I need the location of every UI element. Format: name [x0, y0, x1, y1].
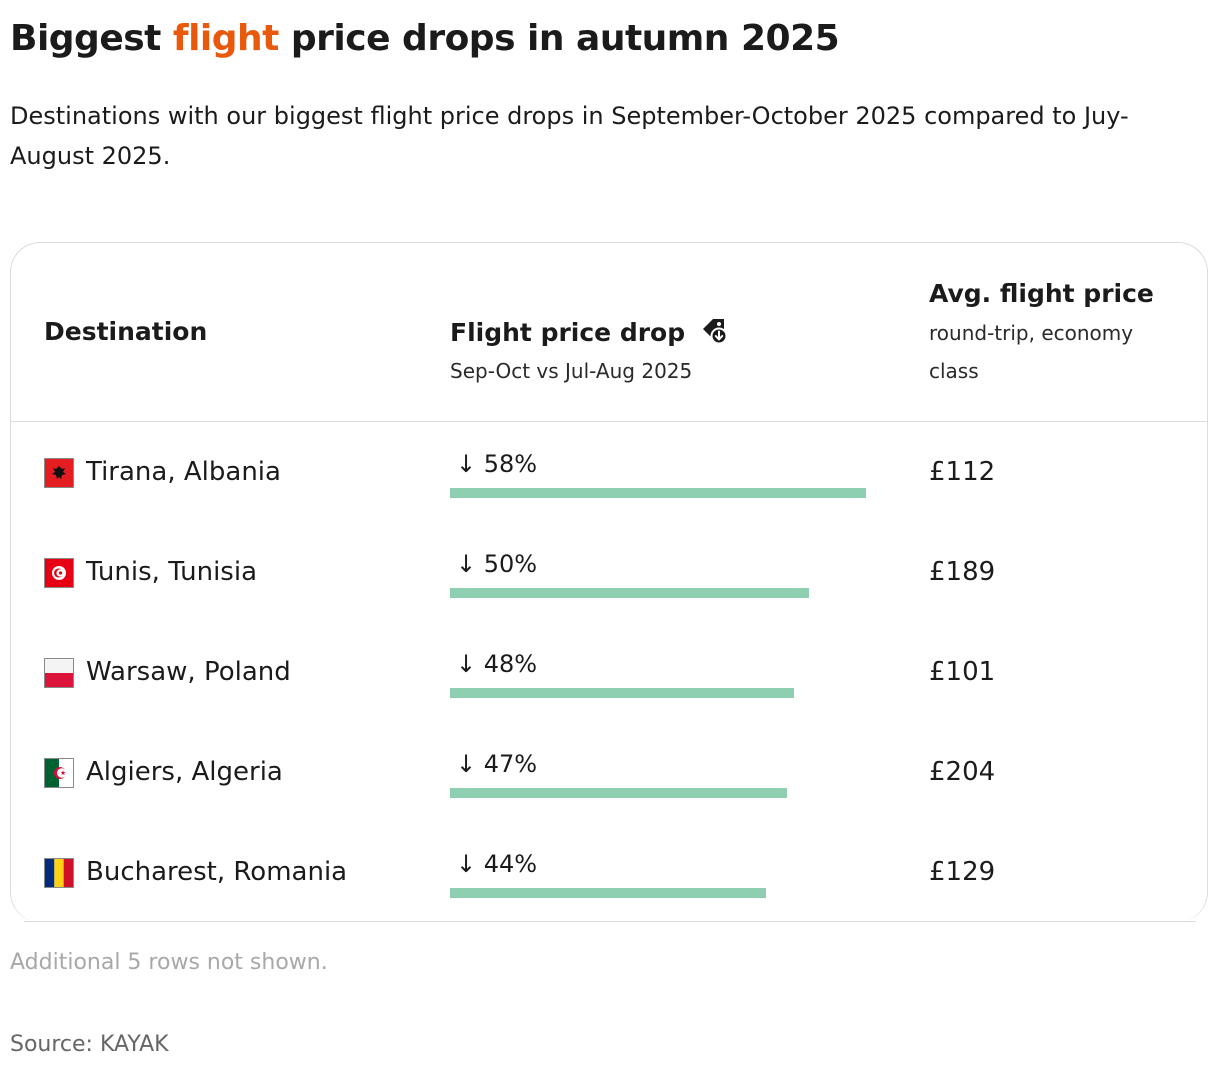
tunisia-flag-icon: [44, 558, 74, 588]
source-note: Source: KAYAK: [10, 1032, 169, 1057]
destination-name: Algiers, Algeria: [86, 757, 283, 787]
column-header-destination: Destination: [44, 317, 208, 346]
destination-name: Tirana, Albania: [86, 457, 281, 487]
avg-price-value: £204: [929, 757, 996, 787]
page-subtitle: Destinations with our biggest flight pri…: [10, 102, 1129, 170]
table-row: Warsaw, Poland ↓ 48% £101: [11, 623, 1207, 723]
avg-price-value: £189: [929, 557, 996, 587]
price-drop-label: ↓ 47%: [456, 750, 538, 778]
table-row: Tirana, Albania ↓ 58% £112: [11, 423, 1207, 523]
avg-price-value: £101: [929, 657, 996, 687]
title-start: Biggest: [10, 18, 173, 59]
price-drop-bar: [450, 788, 787, 798]
column-header-drop-label: Flight price drop: [450, 318, 686, 347]
destination-name: Tunis, Tunisia: [86, 557, 258, 587]
price-drop-label: ↓ 48%: [456, 650, 538, 678]
table-row: Tunis, Tunisia ↓ 50% £189: [11, 523, 1207, 623]
price-drop-bar: [450, 688, 794, 698]
rows-hidden-note: Additional 5 rows not shown.: [10, 950, 328, 975]
title-end: price drops in autumn 2025: [278, 18, 840, 59]
algeria-flag-icon: [44, 758, 74, 788]
poland-flag-icon: [44, 658, 74, 688]
price-drop-label: ↓ 50%: [456, 550, 538, 578]
column-subheader-price: round-trip, economy class: [929, 321, 1134, 383]
price-drop-bar: [450, 888, 766, 898]
destination-name: Warsaw, Poland: [86, 657, 291, 687]
price-drop-label: ↓ 58%: [456, 450, 538, 478]
price-drop-bar: [450, 588, 809, 598]
column-header-drop: Flight price drop: [450, 317, 728, 351]
albania-flag-icon: [44, 458, 74, 488]
table-row: Algiers, Algeria ↓ 47% £204: [11, 723, 1207, 823]
price-drop-label: ↓ 44%: [456, 850, 538, 878]
data-table: Destination Flight price drop Sep-Oct vs…: [10, 242, 1208, 922]
table-row: Bucharest, Romania ↓ 44% £129: [11, 823, 1207, 922]
romania-flag-icon: [44, 858, 74, 888]
table-header: Destination Flight price drop Sep-Oct vs…: [11, 243, 1207, 422]
column-subheader-drop: Sep-Oct vs Jul-Aug 2025: [450, 359, 693, 383]
price-tag-down-icon: [700, 317, 728, 351]
page-title: Biggest flight price drops in autumn 202…: [10, 18, 840, 59]
column-header-price: Avg. flight price: [929, 279, 1154, 308]
title-accent-word: flight: [172, 18, 279, 59]
avg-price-value: £112: [929, 457, 996, 487]
table-bottom-divider: [24, 921, 1196, 922]
destination-name: Bucharest, Romania: [86, 857, 348, 887]
avg-price-value: £129: [929, 857, 996, 887]
price-drop-bar: [450, 488, 866, 498]
